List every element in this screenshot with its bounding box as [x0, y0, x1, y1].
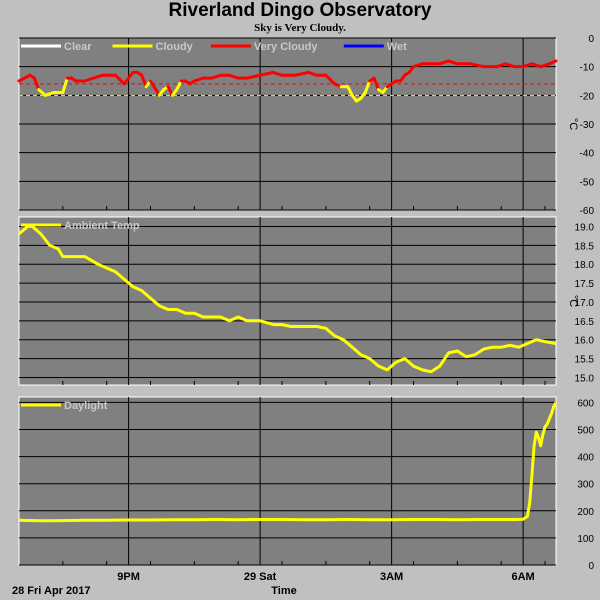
sky-y-tick-label: -40 [580, 149, 595, 160]
sky-series-segment [192, 76, 205, 83]
sky-series-segment [258, 70, 275, 77]
sky-legend-label: Clear [64, 41, 92, 53]
sky-series-segment [271, 70, 284, 77]
sky-series-segment [547, 59, 558, 66]
sky-series-segment [346, 85, 354, 97]
ambient-legend-label: Ambient Temp [64, 220, 140, 232]
daylight-legend-label: Daylight [64, 400, 108, 412]
daylight-y-tick-label: 0 [588, 561, 594, 572]
x-tick-label: 3AM [380, 571, 403, 583]
sky-series-segment [438, 59, 451, 66]
sky-series-segment [306, 70, 319, 77]
sky-series-segment [469, 62, 486, 69]
sky-y-tick-label: 0 [588, 34, 594, 45]
sky-series-segment [210, 73, 223, 80]
ambient-y-tick-label: 15.5 [575, 355, 595, 366]
ambient-y-tick-label: 18.0 [575, 260, 595, 271]
sky-series-segment [447, 59, 459, 66]
sky-y-tick-label: -30 [580, 120, 595, 131]
x-axis-label: Time [271, 585, 296, 597]
ambient-series-line [18, 224, 557, 374]
sky-series-segment [539, 62, 551, 69]
sky-y-tick-label: -10 [580, 63, 595, 74]
sky-series-segment [17, 73, 32, 83]
ambient-y-tick-label: 17.0 [575, 298, 595, 309]
ambient-y-tick-label: 15.0 [575, 373, 595, 384]
daylight-series-line [18, 401, 558, 523]
sky-series-segment [495, 62, 508, 69]
sky-legend-label: Cloudy [156, 41, 194, 53]
sky-legend-label: Very Cloudy [254, 41, 318, 53]
x-tick-label: 29 Sat [244, 571, 277, 583]
ambient-y-tick-label: 18.5 [575, 241, 595, 252]
daylight-y-tick-label: 100 [577, 534, 594, 545]
sky-series-segment [293, 70, 310, 77]
sky-series-segment [227, 73, 240, 80]
sky-legend-label: Wet [387, 41, 407, 53]
sky-series-segment [43, 90, 56, 97]
sky-series-segment [504, 62, 516, 69]
sky-series-segment [412, 62, 424, 69]
sky-condition-subtitle: Sky is Very Cloudy. [254, 22, 346, 34]
sky-series-segment [61, 76, 69, 94]
ambient-y-tick-label: 17.5 [575, 279, 595, 290]
ambient-y-tick-label: 16.5 [575, 317, 595, 328]
ambient-y-axis-label: °C [567, 295, 579, 307]
chart-title: Riverland Dingo Observatory [168, 0, 432, 21]
daylight-y-tick-label: 400 [577, 453, 594, 464]
sky-y-tick-label: -50 [580, 177, 595, 188]
ambient-y-tick-label: 16.0 [575, 336, 595, 347]
sky-y-tick-label: -60 [580, 206, 595, 217]
sky-series-segment [324, 73, 337, 86]
sky-series-segment [140, 73, 148, 89]
sky-series-segment [530, 62, 543, 69]
sky-y-tick-label: -20 [580, 91, 595, 102]
ambient-plot-area [18, 216, 557, 386]
sky-series-segment [83, 76, 96, 83]
sky-series-segment [245, 73, 262, 80]
sky-y-axis-label: °C [567, 118, 579, 130]
x-axis-date-label: 28 Fri Apr 2017 [12, 585, 90, 597]
daylight-y-tick-label: 600 [577, 398, 594, 409]
ambient-y-tick-label: 19.0 [575, 222, 595, 233]
daylight-y-tick-label: 500 [577, 426, 594, 437]
sky-series-segment [113, 73, 126, 86]
sky-series-segment [149, 79, 161, 97]
x-tick-label: 9PM [117, 571, 140, 583]
sky-series-segment [92, 73, 104, 80]
sky-series-segment [521, 62, 534, 69]
daylight-y-tick-label: 300 [577, 480, 594, 491]
sky-series-segment [372, 76, 380, 92]
daylight-plot-area [18, 396, 557, 566]
sky-series-segment [32, 76, 41, 92]
daylight-y-tick-label: 200 [577, 507, 594, 518]
sky-series-segment [175, 79, 183, 92]
sky-series-segment [363, 79, 372, 94]
x-tick-label: 6AM [512, 571, 535, 583]
sky-series-segment [122, 70, 135, 86]
